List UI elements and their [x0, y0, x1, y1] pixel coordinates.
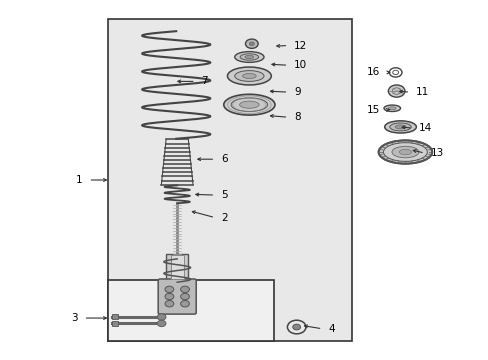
Text: 5: 5	[221, 190, 227, 200]
Text: 2: 2	[221, 213, 227, 222]
Circle shape	[180, 301, 189, 307]
Ellipse shape	[244, 55, 253, 59]
Ellipse shape	[389, 123, 410, 131]
Circle shape	[164, 293, 173, 300]
Text: 7: 7	[201, 76, 208, 86]
Text: 8: 8	[294, 112, 300, 122]
Bar	[108, 280, 273, 341]
Ellipse shape	[394, 125, 405, 129]
Circle shape	[164, 286, 173, 293]
Ellipse shape	[391, 146, 418, 158]
Text: 13: 13	[430, 148, 443, 158]
Text: 4: 4	[328, 324, 334, 334]
Ellipse shape	[242, 73, 256, 78]
Text: 6: 6	[221, 154, 227, 164]
Circle shape	[292, 324, 300, 330]
Text: 14: 14	[418, 123, 431, 133]
Ellipse shape	[383, 105, 400, 112]
Text: 10: 10	[294, 60, 307, 70]
Ellipse shape	[239, 101, 259, 108]
Ellipse shape	[224, 94, 274, 115]
Ellipse shape	[387, 107, 395, 110]
Text: 15: 15	[366, 105, 379, 115]
Ellipse shape	[231, 98, 267, 112]
Circle shape	[164, 301, 173, 307]
Ellipse shape	[383, 143, 427, 161]
Bar	[108, 19, 351, 341]
Text: 16: 16	[366, 67, 379, 77]
Ellipse shape	[234, 51, 264, 62]
Ellipse shape	[378, 140, 431, 164]
Circle shape	[245, 39, 258, 48]
Text: 1: 1	[76, 175, 82, 185]
FancyBboxPatch shape	[158, 279, 196, 314]
Circle shape	[157, 320, 165, 327]
Bar	[112, 315, 118, 319]
Circle shape	[180, 293, 189, 300]
Ellipse shape	[384, 121, 415, 133]
Text: 9: 9	[294, 87, 300, 97]
Text: 12: 12	[294, 41, 307, 50]
Text: 3: 3	[71, 313, 78, 323]
Bar	[170, 255, 183, 279]
Circle shape	[157, 314, 165, 320]
Ellipse shape	[399, 149, 411, 155]
Circle shape	[387, 85, 404, 97]
Circle shape	[180, 286, 189, 293]
Text: 11: 11	[415, 87, 428, 97]
Ellipse shape	[240, 54, 258, 60]
Bar	[112, 321, 118, 326]
Ellipse shape	[227, 67, 271, 85]
Circle shape	[249, 42, 254, 45]
Ellipse shape	[234, 71, 264, 81]
Bar	[166, 253, 187, 280]
